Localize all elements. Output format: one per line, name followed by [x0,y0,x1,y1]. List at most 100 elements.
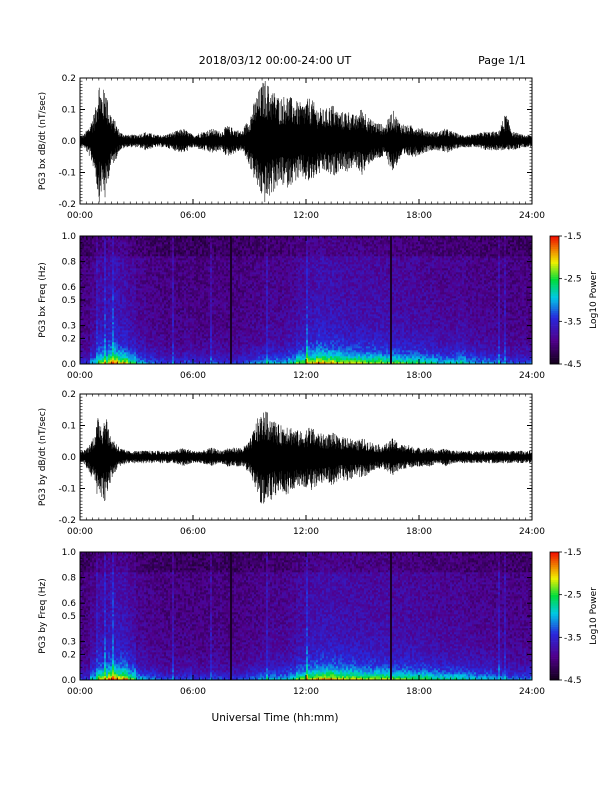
spectrogram-cell [126,318,129,321]
spectrogram-cell [204,260,207,263]
spectrogram-cell [226,338,229,341]
spectrogram-cell [200,264,203,267]
spectrogram-cell [118,296,121,299]
spectrogram-cell [142,264,145,267]
spectrogram-cell [178,340,181,343]
spectrogram-cell [88,280,91,283]
spectrogram-cell [166,334,169,337]
spectrogram-cell [204,338,207,341]
spectrogram-cell [94,298,97,301]
spectrogram-cell [106,284,109,287]
spectrogram-cell [146,324,149,327]
spectrogram-cell [150,252,153,255]
spectrogram-cell [112,324,115,327]
spectrogram-cell [88,312,91,315]
spectrogram-cell [154,244,157,247]
spectrogram-cell [224,306,227,309]
spectrogram-cell [88,330,91,333]
spectrogram-cell [94,262,97,265]
spectrogram-cell [124,244,127,247]
spectrogram-cell [106,304,109,307]
spectrogram-cell [106,292,109,295]
spectrogram-cell [80,282,83,285]
spectrogram-cell [218,274,221,277]
spectrogram-cell [200,324,203,327]
spectrogram-cell [148,294,151,297]
spectrogram-cell [114,258,117,261]
spectrogram-cell [202,252,205,255]
spectrogram-cell [128,348,131,351]
spectrogram-cell [164,348,167,351]
spectrogram-cell [142,286,145,289]
spectrogram-cell [152,290,155,293]
spectrogram-cell [224,240,227,243]
spectrogram-cell [178,338,181,341]
spectrogram-cell [178,292,181,295]
spectrogram-cell [114,344,117,347]
spectrogram-cell [220,356,223,359]
spectrogram-cell [118,248,121,251]
y-tick-label: -0.2 [58,200,76,210]
spectrogram-cell [200,266,203,269]
spectrogram-cell [186,348,189,351]
spectrogram-cell [206,238,209,241]
spectrogram-cell [86,242,89,245]
spectrogram-cell [168,310,171,313]
spectrogram-cell [190,266,193,269]
spectrogram-cell [186,308,189,311]
spectrogram-cell [210,358,213,361]
spectrogram-cell [82,276,85,279]
spectrogram-cell [204,298,207,301]
spectrogram-cell [148,336,151,339]
spectrogram-cell [142,318,145,321]
spectrogram-cell [148,276,151,279]
spectrogram-cell [116,344,119,347]
spectrogram-cell [154,302,157,305]
spectrogram-cell [86,346,89,349]
spectrogram-cell [112,292,115,295]
spectrogram-cell [102,342,105,345]
spectrogram-cell [130,326,133,329]
spectrogram-cell [136,262,139,265]
spectrogram-cell [190,282,193,285]
spectrogram-cell [118,324,121,327]
spectrogram-cell [102,276,105,279]
spectrogram-cell [90,306,93,309]
spectrogram-cell [112,314,115,317]
spectrogram-cell [188,330,191,333]
spectrogram-cell [212,240,215,243]
spectrogram-cell [166,348,169,351]
spectrogram-cell [102,352,105,355]
spectrogram-cell [128,244,131,247]
spectrogram-cell [170,310,173,313]
spectrogram-cell [198,312,201,315]
spectrogram-cell [196,282,199,285]
spectrogram-cell [208,238,211,241]
spectrogram-cell [196,340,199,343]
spectrogram-cell [130,328,133,331]
spectrogram-cell [194,310,197,313]
spectrogram-cell [110,252,113,255]
spectrogram-cell [168,236,171,239]
spectrogram-cell [172,270,175,273]
spectrogram-cell [196,242,199,245]
spectrogram-cell [220,250,223,253]
spectrogram-cell [218,292,221,295]
spectrogram-cell [190,242,193,245]
spectrogram-cell [146,258,149,261]
spectrogram-cell [130,282,133,285]
spectrogram-cell [106,288,109,291]
spectrogram-cell [150,238,153,241]
spectrogram-cell [112,268,115,271]
spectrogram-cell [90,256,93,259]
spectrogram-cell [86,292,89,295]
spectrogram-cell [120,282,123,285]
spectrogram-cell [216,244,219,247]
spectrogram-cell [118,256,121,259]
spectrogram-cell [214,290,217,293]
spectrogram-cell [136,344,139,347]
spectrogram-cell [166,360,169,363]
spectrogram-cell [188,256,191,259]
spectrogram-cell [88,256,91,259]
spectrogram-cell [188,298,191,301]
